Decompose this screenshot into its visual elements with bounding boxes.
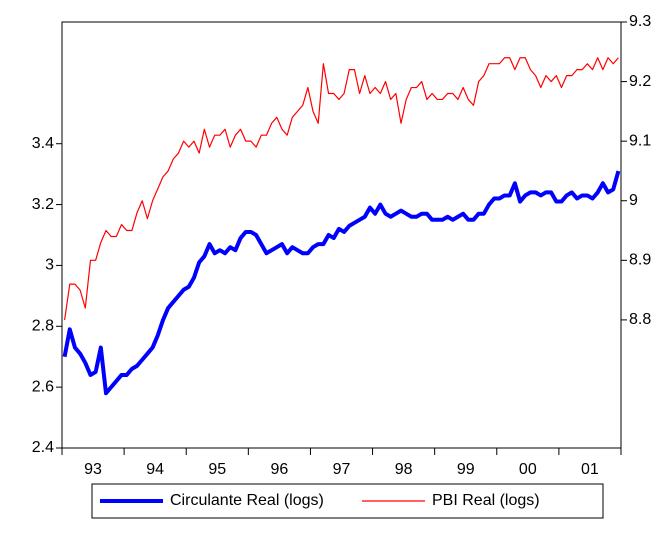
y2-tick-label: 9.1	[629, 132, 651, 149]
y2-tick-label: 9.2	[629, 73, 651, 90]
x-tick-label: 94	[146, 461, 164, 478]
x-tick-label: 01	[581, 461, 599, 478]
y-tick-label: 2.8	[32, 318, 54, 335]
y2-tick-label: 9.3	[629, 13, 651, 30]
x-tick-label: 00	[519, 461, 537, 478]
y-tick-label: 2.4	[32, 439, 54, 456]
y2-tick-label: 9	[629, 192, 638, 209]
x-tick-label: 97	[333, 461, 351, 478]
series-line	[63, 57, 619, 320]
legend-label: Circulante Real (logs)	[170, 492, 324, 509]
y2-tick-label: 8.9	[629, 252, 651, 269]
y-tick-label: 2.6	[32, 378, 54, 395]
legend-box	[91, 483, 604, 519]
x-tick-label: 93	[84, 461, 102, 478]
series-line	[62, 170, 621, 396]
y2-tick-label: 8.8	[629, 311, 651, 328]
legend-label: PBI Real (logs)	[432, 492, 540, 509]
y-tick-label: 3.2	[32, 196, 54, 213]
x-tick-label: 98	[395, 461, 413, 478]
x-tick-label: 99	[457, 461, 475, 478]
plot-frame	[61, 21, 622, 449]
y-tick-label: 3.4	[32, 135, 54, 152]
x-tick-label: 95	[208, 461, 226, 478]
x-tick-label: 96	[270, 461, 288, 478]
y-tick-label: 3	[45, 257, 54, 274]
